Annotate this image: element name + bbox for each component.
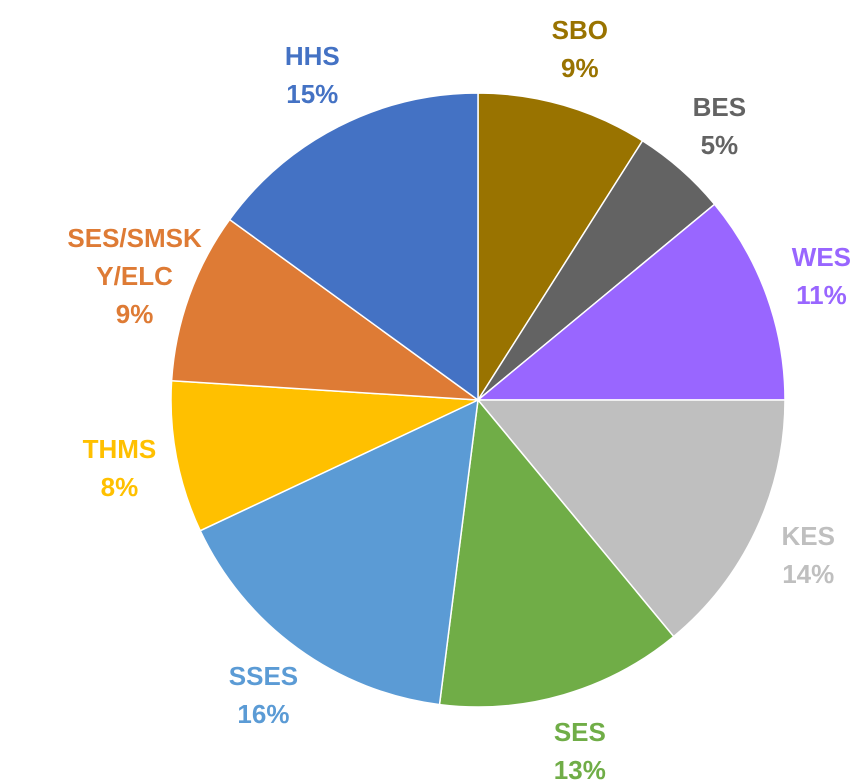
data-label: KES 14% (732, 517, 864, 593)
category-label: SBO (551, 15, 608, 46)
pie-slice (170, 379, 479, 532)
pie-slice (438, 398, 675, 708)
data-label: SBO 9% (504, 11, 656, 87)
category-label: SES/SMSKY/ELC (67, 223, 202, 292)
data-label: THMS 8% (43, 430, 195, 506)
value-label: 9% (115, 299, 154, 330)
category-label: THMS (82, 434, 157, 465)
value-label: 16% (237, 699, 290, 730)
pie-slice (477, 92, 644, 403)
data-label: WES 11% (745, 238, 864, 314)
value-label: 14% (782, 559, 835, 590)
category-label: SES (553, 716, 606, 747)
data-label: BES 5% (643, 88, 795, 164)
value-label: 5% (700, 130, 739, 161)
data-label: HHS 15% (236, 37, 388, 113)
value-label: 8% (100, 472, 139, 503)
category-label: KES (781, 521, 835, 552)
data-label: SES 13% (504, 713, 656, 780)
pie-slice (476, 399, 786, 638)
value-label: 15% (286, 78, 339, 109)
pie-slice (170, 218, 481, 401)
data-label: SSES 16% (187, 657, 339, 733)
value-label: 9% (561, 53, 599, 84)
data-label: SES/SMSKY/ELC 9% (59, 219, 211, 333)
category-label: WES (791, 242, 852, 273)
pie-slice (199, 398, 479, 706)
pie-slice (475, 203, 786, 401)
value-label: 11% (796, 280, 847, 311)
category-label: BES (692, 92, 747, 123)
value-label: 13% (553, 754, 606, 780)
category-label: HHS (284, 40, 340, 71)
category-label: SSES (228, 661, 299, 692)
pie-slice (228, 92, 479, 402)
